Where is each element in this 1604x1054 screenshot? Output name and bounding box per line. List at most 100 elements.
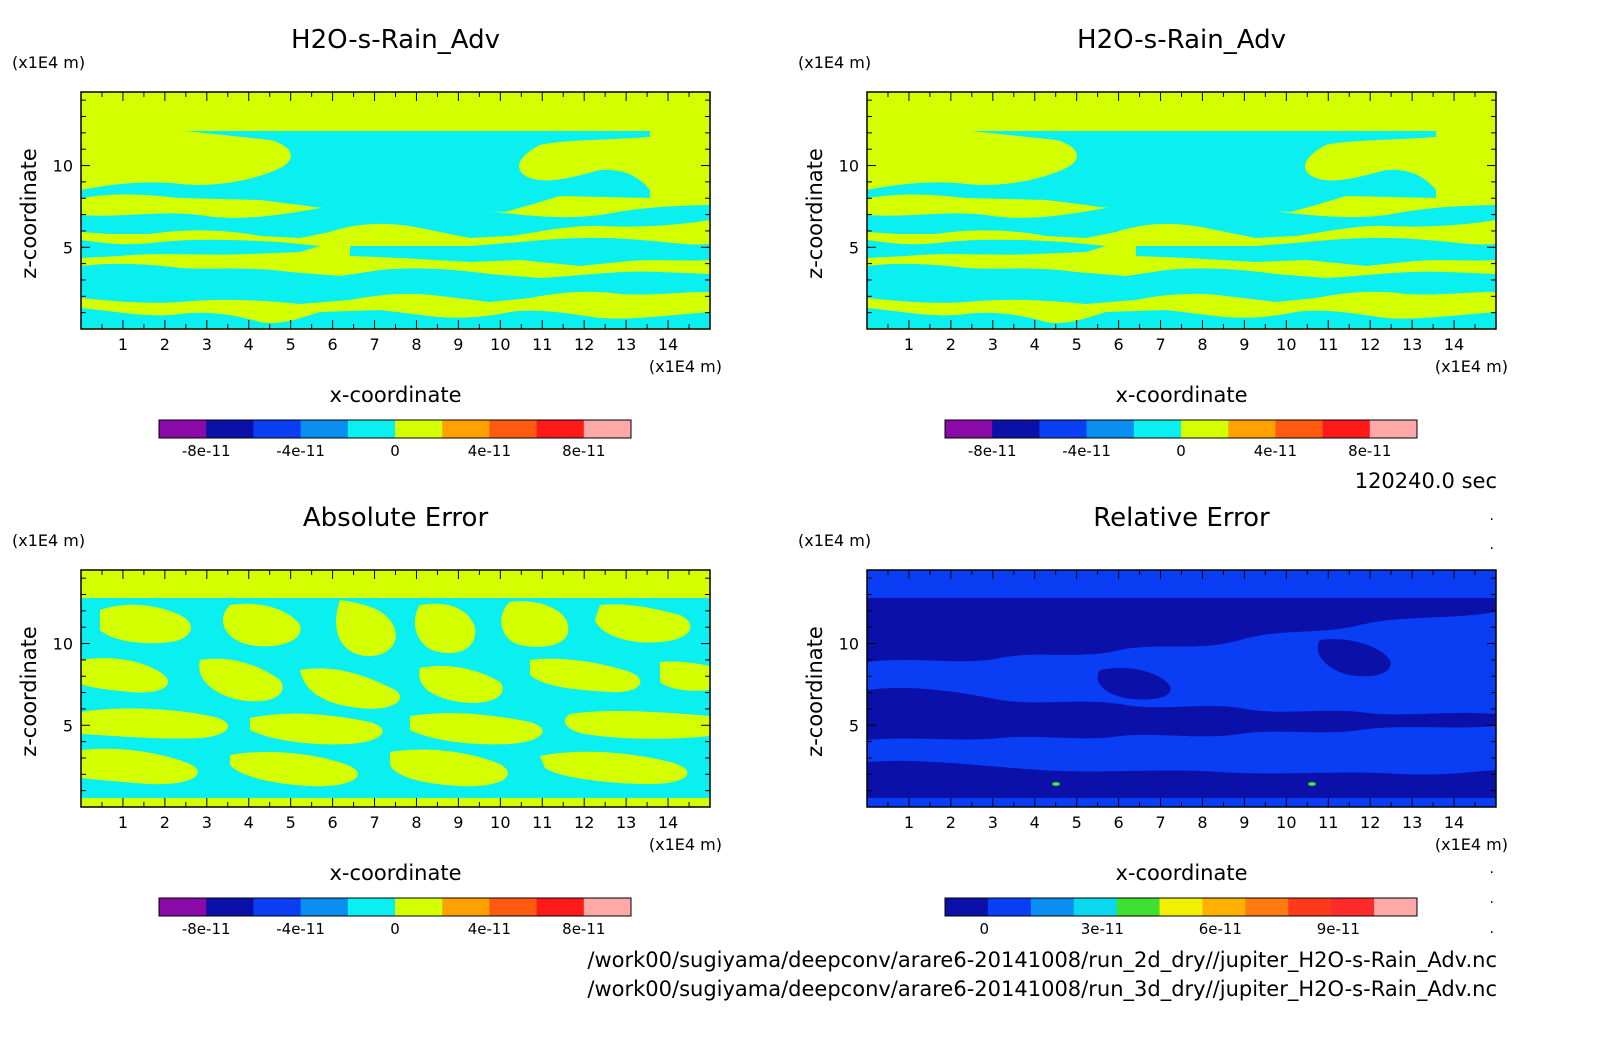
x-tick-label: 12	[1360, 335, 1380, 354]
colorbar-swatch	[347, 898, 396, 916]
colorbar-swatch	[1331, 898, 1375, 916]
x-tick-label: 4	[244, 813, 254, 832]
footer-file-1: /work00/sugiyama/deepconv/arare6-2014100…	[587, 948, 1497, 973]
x-tick-label: 7	[1155, 335, 1165, 354]
x-tick-label: 13	[1402, 813, 1422, 832]
x-tick-label: 14	[1444, 335, 1464, 354]
colorbar-swatch	[206, 420, 254, 438]
colorbar-label: -4e-11	[276, 442, 325, 460]
colorbar-label: 0	[980, 920, 990, 938]
colorbar-label: 3e-11	[1081, 920, 1124, 938]
colorbar-label: 0	[390, 920, 400, 938]
x-tick-label: 7	[369, 335, 379, 354]
chart-panel-4: Relative Error(x1E4 m)1 2 3 4 5 6 7 8 9 10 11 12 13 1…	[798, 503, 1508, 938]
colorbar-swatch	[1039, 420, 1088, 438]
x-unit-label: (x1E4 m)	[1435, 357, 1508, 376]
y-unit-label: (x1E4 m)	[798, 531, 871, 550]
x-tick-label: 1	[118, 335, 128, 354]
colorbar-frame	[158, 897, 632, 917]
colorbar-swatch	[1288, 898, 1332, 916]
x-tick-label: 6	[328, 335, 338, 354]
x-tick-label: 3	[202, 335, 212, 354]
colorbar-swatch	[159, 898, 207, 916]
x-tick-label: 1	[904, 813, 914, 832]
x-unit-label: (x1E4 m)	[649, 357, 722, 376]
colorbar-swatch	[489, 898, 538, 916]
x-tick-label: 9	[453, 335, 463, 354]
x-tick-label: 1	[904, 335, 914, 354]
y-tick-label: 10	[53, 635, 73, 654]
colorbar-swatch	[442, 898, 490, 916]
x-tick-label: 11	[532, 335, 552, 354]
x-axis-label: x-coordinate	[1115, 383, 1247, 407]
x-tick-label: 3	[202, 813, 212, 832]
colorbar-label: 9e-11	[1317, 920, 1360, 938]
plot-area	[81, 570, 710, 807]
x-tick-label: 6	[1114, 335, 1124, 354]
y-tick-label: 10	[839, 157, 859, 176]
colorbar-swatch	[1275, 420, 1324, 438]
x-tick-label: 6	[1114, 813, 1124, 832]
x-tick-label: 5	[286, 813, 296, 832]
x-tick-label: 5	[1072, 335, 1082, 354]
x-tick-label: 12	[574, 813, 594, 832]
chart-title: H2O-s-Rain_Adv	[291, 25, 500, 55]
colorbar-swatch	[1133, 420, 1182, 438]
colorbar-swatch	[347, 420, 396, 438]
time-label: 120240.0 sec	[1355, 469, 1497, 493]
chart-title: H2O-s-Rain_Adv	[1077, 25, 1286, 55]
x-tick-label: 9	[1239, 813, 1249, 832]
colorbar-swatch	[536, 420, 585, 438]
colorbar-swatch	[1073, 898, 1118, 916]
y-tick-label: 10	[839, 635, 859, 654]
x-tick-label: 2	[160, 813, 170, 832]
colorbar-frame	[944, 897, 1418, 917]
colorbar-label: 8e-11	[1348, 442, 1391, 460]
x-axis-label: x-coordinate	[329, 383, 461, 407]
colorbar-swatch	[1228, 420, 1276, 438]
marker-dot: .	[1490, 861, 1494, 877]
colorbar-swatch	[987, 898, 1032, 916]
x-tick-label: 13	[1402, 335, 1422, 354]
colorbar-swatch	[1181, 420, 1229, 438]
x-tick-label: 14	[658, 813, 678, 832]
marker-dot: .	[1490, 891, 1494, 907]
y-axis-label: z-coordinate	[17, 148, 41, 279]
chart-title: Relative Error	[1093, 503, 1270, 533]
y-tick-label: 10	[53, 157, 73, 176]
marker-dot: .	[1490, 508, 1494, 524]
colorbar-swatch	[1369, 420, 1418, 438]
x-tick-label: 8	[411, 335, 421, 354]
colorbar-label: -4e-11	[1062, 442, 1111, 460]
colorbar-swatch	[945, 420, 993, 438]
x-tick-label: 4	[244, 335, 254, 354]
x-tick-label: 13	[616, 813, 636, 832]
colorbar-swatch	[1116, 898, 1161, 916]
colorbar-swatch	[1245, 898, 1289, 916]
y-unit-label: (x1E4 m)	[12, 531, 85, 550]
colorbar: -8e-11 -4e-11 0 4e-11 8e-11	[158, 897, 632, 938]
colorbar-swatch	[945, 898, 989, 916]
colorbar-label: 4e-11	[1254, 442, 1297, 460]
chart-panel-3: Absolute Error(x1E4 m)1 2 3 4 5 6 7 8 9 10 11 12 13 1…	[12, 503, 722, 938]
colorbar-label: 4e-11	[468, 442, 511, 460]
marker-dot: .	[1490, 921, 1494, 937]
chart-panel-2: H2O-s-Rain_Adv(x1E4 m)1 2 3 4 5 6 7 8 9 10 11 12 13 1…	[798, 25, 1508, 460]
x-tick-label: 12	[1360, 813, 1380, 832]
chart-title: Absolute Error	[303, 503, 489, 533]
x-tick-label: 4	[1030, 335, 1040, 354]
colorbar-swatch	[1374, 898, 1418, 916]
colorbar-swatch	[253, 898, 302, 916]
colorbar-label: -8e-11	[182, 442, 231, 460]
y-unit-label: (x1E4 m)	[12, 53, 85, 72]
y-unit-label: (x1E4 m)	[798, 53, 871, 72]
x-tick-label: 2	[946, 335, 956, 354]
colorbar: 0 3e-11 6e-11 9e-11	[944, 897, 1418, 938]
x-tick-label: 12	[574, 335, 594, 354]
colorbar-swatch	[992, 420, 1040, 438]
colorbar-swatch	[206, 898, 254, 916]
plot-area	[81, 92, 710, 329]
colorbar: -8e-11 -4e-11 0 4e-11 8e-11	[158, 419, 632, 460]
field-contours	[81, 598, 710, 798]
